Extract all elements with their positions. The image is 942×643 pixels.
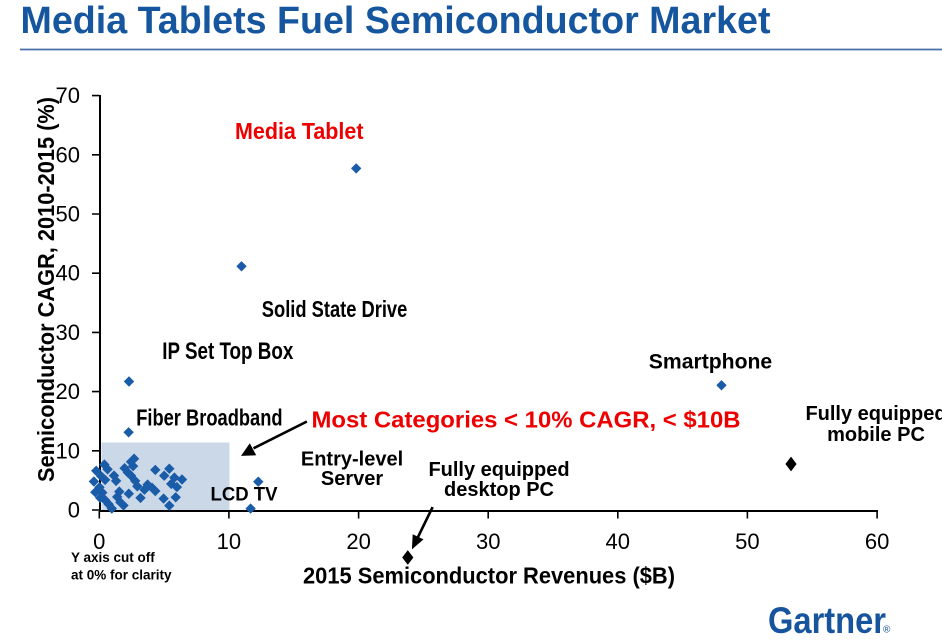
svg-text:60: 60 [56,142,80,167]
svg-text:®: ® [883,625,891,636]
svg-text:mobile PC: mobile PC [827,424,925,446]
svg-text:Fully equipped: Fully equipped [428,459,569,481]
svg-text:LCD TV: LCD TV [211,484,278,505]
svg-text:50: 50 [56,202,80,227]
svg-text:at 0% for clarity: at 0% for clarity [71,568,172,583]
svg-text:10: 10 [217,529,241,554]
svg-text:Solid State Drive: Solid State Drive [262,296,408,322]
svg-text:30: 30 [56,320,80,345]
svg-text:desktop PC: desktop PC [444,479,554,501]
svg-text:30: 30 [476,529,500,554]
svg-text:10: 10 [56,438,80,463]
svg-text:IP Set Top Box: IP Set Top Box [162,338,294,365]
svg-text:40: 40 [56,261,80,286]
svg-text:Most Categories < 10% CAGR, <: Most Categories < 10% CAGR, < $10B [312,407,741,433]
svg-text:20: 20 [56,379,80,404]
svg-text:50: 50 [735,529,759,554]
svg-text:Media Tablets Fuel Semiconduct: Media Tablets Fuel Semiconductor Market [21,0,771,42]
svg-text:Gartner: Gartner [768,600,886,641]
svg-text:60: 60 [865,529,889,554]
svg-text:20: 20 [346,529,370,554]
svg-text:2015 Semiconductor Revenues ($: 2015 Semiconductor Revenues ($B) [303,563,675,589]
svg-text:Entry-level: Entry-level [301,448,403,470]
svg-text:Y axis cut off: Y axis cut off [71,550,155,565]
svg-text:Smartphone: Smartphone [649,350,772,373]
svg-text:40: 40 [606,529,630,554]
svg-text:Server: Server [321,468,383,490]
svg-text:0: 0 [93,529,105,554]
svg-text:Semiconductor CAGR, 2010-2015: Semiconductor CAGR, 2010-2015 (%) [33,97,59,482]
svg-text:Fiber Broadband: Fiber Broadband [136,405,282,431]
svg-text:Media Tablet: Media Tablet [235,118,364,144]
svg-text:0: 0 [68,498,80,523]
svg-text:70: 70 [56,83,80,108]
svg-text:Fully equipped: Fully equipped [805,403,942,425]
